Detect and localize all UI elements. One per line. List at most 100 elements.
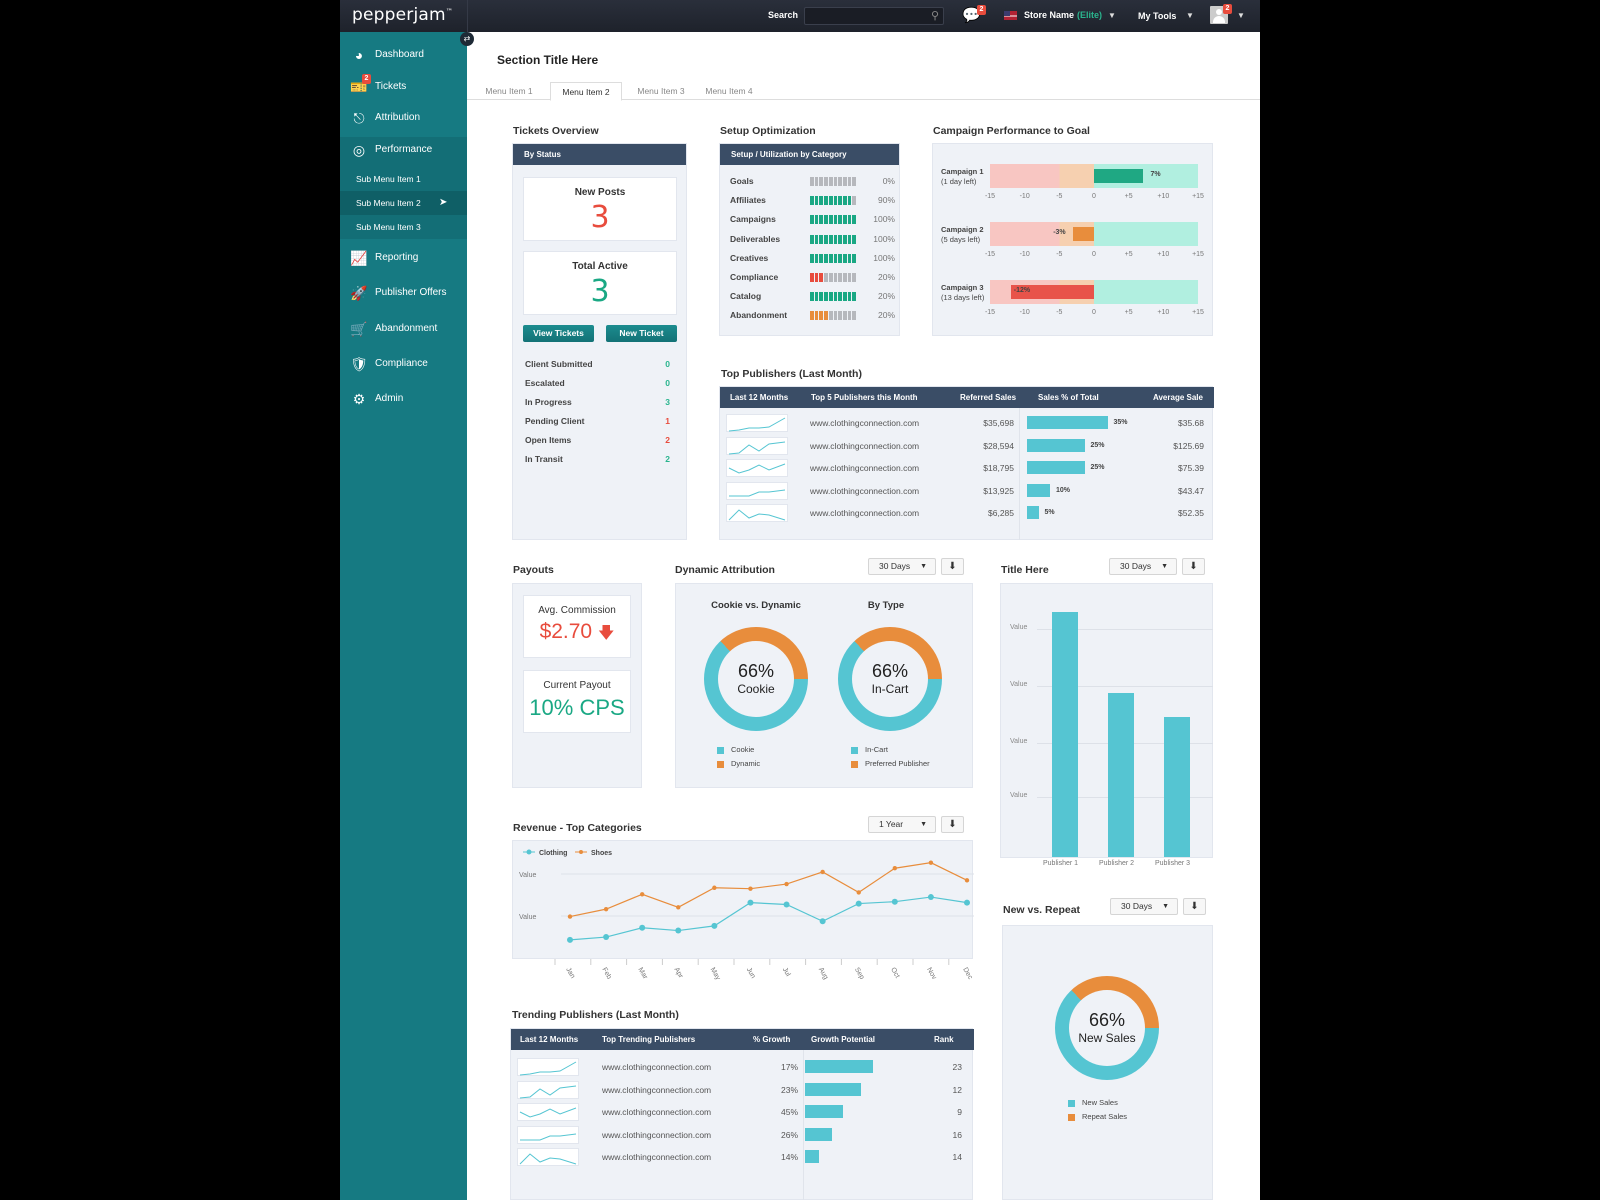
sidebar-item-dashboard[interactable]: ◕ Dashboard <box>340 40 467 70</box>
average-sale: $43.47 <box>1178 485 1204 496</box>
table-row[interactable]: www.clothingconnection.com 17% 23 <box>511 1058 974 1080</box>
sidebar-item-compliance[interactable]: 🛡 Compliance <box>340 349 467 379</box>
table-row[interactable]: www.clothingconnection.com $13,925 10% $43.… <box>720 481 1214 504</box>
bar[interactable] <box>1164 717 1190 857</box>
chevron-down-icon: ▼ <box>920 563 927 570</box>
search-icon[interactable]: ⚲ <box>930 10 939 22</box>
table-row[interactable]: www.clothingconnection.com $28,594 25% $125… <box>720 436 1214 459</box>
tab-menu-item-4[interactable]: Menu Item 4 <box>705 86 753 96</box>
sidebar-item-attribution[interactable]: ⎋ Attribution <box>340 103 467 133</box>
store-selector[interactable]: Store Name (Elite) <box>1024 10 1102 20</box>
legend-label: In-Cart <box>865 745 888 754</box>
donut-caption: Cookie vs. Dynamic <box>711 600 801 611</box>
referred-sales: $35,698 <box>983 418 1014 428</box>
table-row[interactable]: www.clothingconnection.com 14% 14 <box>511 1148 974 1170</box>
axis-tick: 0 <box>1092 193 1096 200</box>
publisher-link[interactable]: www.clothingconnection.com <box>810 463 920 473</box>
rank: 23 <box>952 1062 962 1072</box>
bar-chart-range-dropdown[interactable]: 30 Days ▼ <box>1109 558 1177 575</box>
total-active-value: 3 <box>590 274 610 309</box>
table-row[interactable]: www.clothingconnection.com 45% 9 <box>511 1103 974 1125</box>
campaign-name: Campaign 1 <box>941 167 984 176</box>
sub-menu-item-1[interactable]: Sub Menu Item 1 <box>340 167 467 191</box>
chevron-down-icon[interactable]: ▼ <box>1186 11 1194 20</box>
progress-bar <box>810 177 857 186</box>
status-label: Open Items <box>525 435 572 445</box>
campaign-value-label: -3% <box>1053 229 1066 236</box>
svg-text:Oct: Oct <box>889 967 901 980</box>
download-button[interactable]: ⬇ <box>1183 898 1206 915</box>
tab-menu-item-2[interactable]: Menu Item 2 <box>550 82 622 101</box>
setup-percent: 20% <box>877 291 895 302</box>
publisher-link[interactable]: www.clothingconnection.com <box>810 418 920 428</box>
publisher-link[interactable]: www.clothingconnection.com <box>602 1107 712 1117</box>
sales-percent-bar <box>1027 506 1039 519</box>
sidebar-item-reporting[interactable]: 📈 Reporting <box>340 243 467 273</box>
download-button[interactable]: ⬇ <box>941 816 964 833</box>
sparkline <box>726 436 788 455</box>
attribution-range-dropdown[interactable]: 30 Days ▼ <box>868 558 936 575</box>
sidebar-item-label: Tickets <box>375 81 407 92</box>
column-header: Growth Potential <box>811 1035 875 1044</box>
bar[interactable] <box>1052 612 1078 857</box>
sub-menu-item-3[interactable]: Sub Menu Item 3 <box>340 215 467 239</box>
axis-tick: -10 <box>1019 251 1030 258</box>
donut-label: In-Cart <box>871 682 909 696</box>
publisher-link[interactable]: www.clothingconnection.com <box>602 1062 712 1072</box>
view-tickets-button[interactable]: View Tickets <box>523 325 594 342</box>
campaign-panel: Campaign 1 (1 day left) 7% -15 -10 -5 0 +5 +10 +1… <box>932 143 1213 336</box>
divider <box>1019 408 1020 540</box>
setup-label: Deliverables <box>730 233 781 244</box>
table-row[interactable]: www.clothingconnection.com $18,795 25% $75.… <box>720 459 1214 481</box>
chat-icon[interactable]: 💬 <box>962 7 981 24</box>
publisher-link[interactable]: www.clothingconnection.com <box>602 1084 712 1095</box>
campaign-track: 7% <box>990 164 1198 188</box>
legend-label: New Sales <box>1082 1098 1118 1107</box>
svg-text:Dec: Dec <box>961 967 973 982</box>
column-header: Average Sale <box>1153 393 1203 402</box>
sidebar-item-publisher-offers[interactable]: 🚀 Publisher Offers <box>340 278 467 308</box>
publisher-link[interactable]: www.clothingconnection.com <box>602 1129 712 1140</box>
growth-potential-bar <box>805 1150 819 1163</box>
campaign-value-bar <box>1094 169 1143 183</box>
chevron-down-icon[interactable]: ▼ <box>1237 11 1245 20</box>
chevron-down-icon[interactable]: ▼ <box>1108 11 1116 20</box>
current-payout-label: Current Payout <box>543 680 611 691</box>
campaign-track: -12% <box>990 280 1198 304</box>
publisher-link[interactable]: www.clothingconnection.com <box>810 508 920 518</box>
svg-text:Mar: Mar <box>636 967 648 982</box>
sub-menu-label: Sub Menu Item 1 <box>356 174 421 184</box>
download-button[interactable]: ⬇ <box>1182 558 1205 575</box>
sidebar-item-performance[interactable]: ◎ Performance <box>340 135 467 165</box>
logo[interactable]: pepperjam™ <box>352 5 453 25</box>
table-row[interactable]: www.clothingconnection.com 26% 16 <box>511 1125 974 1148</box>
tab-menu-item-1[interactable]: Menu Item 1 <box>485 86 533 96</box>
sidebar-item-admin[interactable]: ⚙ Admin <box>340 384 467 414</box>
tickets-panel-header: By Status <box>513 144 686 165</box>
publisher-link[interactable]: www.clothingconnection.com <box>810 485 920 496</box>
my-tools-menu[interactable]: My Tools <box>1138 11 1177 21</box>
sidebar-item-tickets[interactable]: 🎫 2 Tickets <box>340 72 467 102</box>
mouse-cursor-icon: ➤ <box>439 197 448 208</box>
download-button[interactable]: ⬇ <box>941 558 964 575</box>
tab-menu-item-3[interactable]: Menu Item 3 <box>637 86 685 96</box>
sales-percent-bar <box>1027 438 1085 452</box>
bar[interactable] <box>1108 692 1134 857</box>
sidebar-toggle-icon[interactable]: ⇄ <box>460 32 474 46</box>
new-repeat-range-dropdown[interactable]: 30 Days ▼ <box>1110 898 1178 915</box>
revenue-range-dropdown[interactable]: 1 Year ▼ <box>868 816 936 833</box>
table-row[interactable]: www.clothingconnection.com $35,698 35% $35.… <box>720 414 1214 436</box>
publisher-link[interactable]: www.clothingconnection.com <box>810 440 920 451</box>
search-label: Search <box>768 10 799 20</box>
sidebar-item-abandonment[interactable]: 🛒 Abandonment <box>340 314 467 344</box>
table-row[interactable]: www.clothingconnection.com $6,285 5% $52.35 <box>720 504 1214 526</box>
sub-menu-item-2[interactable]: Sub Menu Item 2 ➤ <box>340 191 467 215</box>
publisher-link[interactable]: www.clothingconnection.com <box>602 1152 712 1162</box>
status-label: Escalated <box>525 378 565 388</box>
svg-text:Jun: Jun <box>745 967 757 980</box>
sidebar-item-label: Performance <box>375 144 433 155</box>
new-ticket-button[interactable]: New Ticket <box>606 325 677 342</box>
search-input[interactable]: ⚲ <box>804 7 944 25</box>
bar-chart-panel: Value Value Value Value <box>1000 583 1213 858</box>
table-row[interactable]: www.clothingconnection.com 23% 12 <box>511 1080 974 1103</box>
